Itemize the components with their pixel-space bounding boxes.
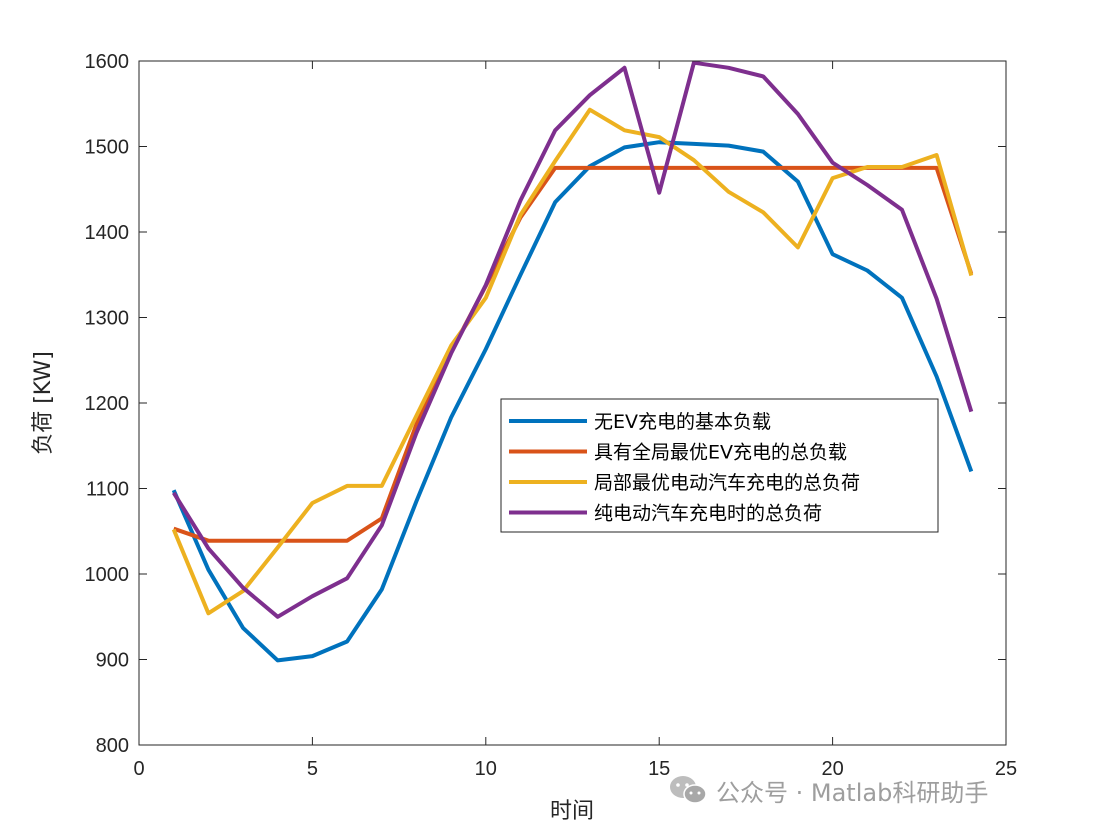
series-line-4 — [172, 60, 974, 619]
tick-layer: 0 5 10 15 20 25 800 900 1000 1100 1200 1300 1400 1500… — [85, 51, 1018, 780]
legend-label-3: 局部最优电动汽车充电的总负荷 — [594, 472, 860, 494]
x-tick-label: 10 — [475, 758, 497, 780]
series-line-3 — [171, 107, 974, 616]
series-layer — [171, 60, 974, 663]
y-tick-label: 1600 — [85, 51, 130, 73]
wechat-icon — [670, 776, 707, 804]
x-tick-label: 20 — [821, 758, 843, 780]
legend-label-4: 纯电动汽车充电时的总负荷 — [594, 503, 822, 525]
y-tick-label: 1500 — [85, 137, 130, 159]
legend: 无EV充电的基本负载具有全局最优EV充电的总负载局部最优电动汽车充电的总负荷纯电… — [500, 398, 939, 533]
legend-label-1: 无EV充电的基本负载 — [594, 411, 771, 433]
y-tick-label: 1000 — [85, 564, 130, 586]
series-line-1 — [171, 140, 974, 663]
x-tick-label: 0 — [133, 758, 144, 780]
watermark-text: 公众号 · Matlab科研助手 — [716, 778, 989, 807]
x-tick-label: 5 — [307, 758, 318, 780]
x-axis-label: 时间 — [550, 799, 594, 824]
x-tick-label: 15 — [648, 758, 670, 780]
legend-items: 无EV充电的基本负载具有全局最优EV充电的总负载局部最优电动汽车充电的总负荷纯电… — [509, 411, 860, 525]
y-tick-label: 1300 — [85, 308, 130, 330]
watermark: 公众号 · Matlab科研助手 — [668, 772, 988, 808]
y-tick-label: 800 — [96, 735, 129, 757]
legend-label-2: 具有全局最优EV充电的总负载 — [594, 442, 847, 464]
y-axis-label: 负荷 [KW] — [31, 351, 56, 455]
x-tick-label: 25 — [995, 758, 1017, 780]
y-tick-label: 1100 — [86, 479, 129, 501]
y-tick-label: 1200 — [85, 393, 130, 415]
y-tick-label: 900 — [96, 650, 129, 672]
y-tick-label: 1400 — [85, 222, 130, 244]
